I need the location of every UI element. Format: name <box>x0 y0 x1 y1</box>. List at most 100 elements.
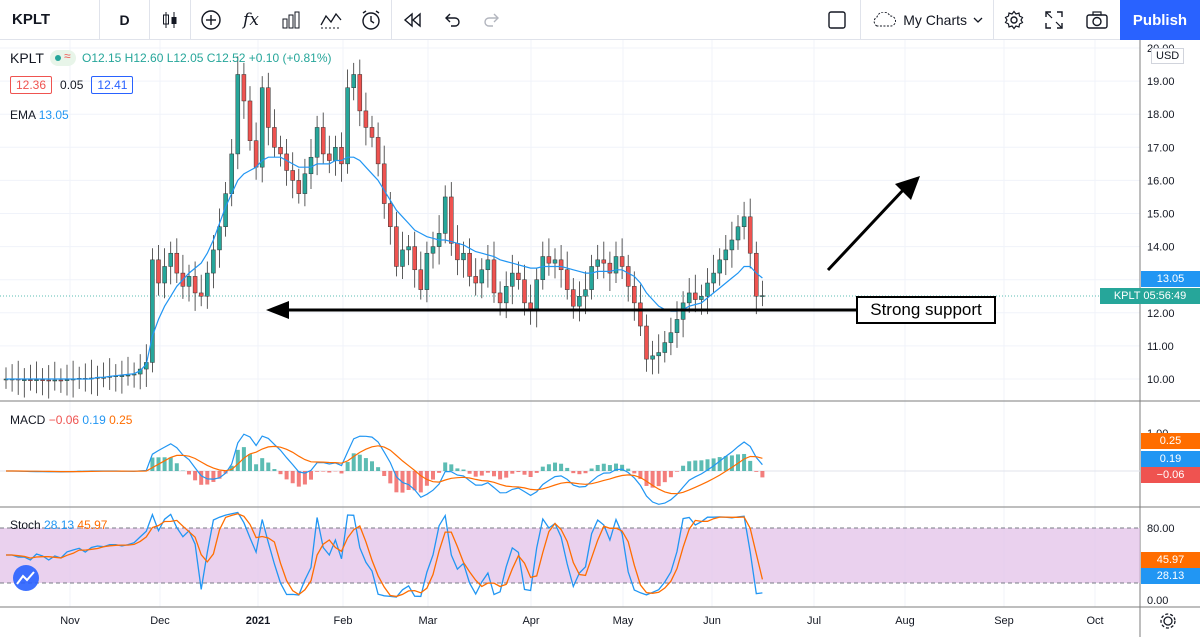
macd-bar <box>668 471 673 478</box>
candle-body <box>735 226 741 241</box>
price-tick: 17.00 <box>1147 142 1175 154</box>
macd-bar <box>485 471 490 473</box>
macd-bar <box>211 471 216 482</box>
candle-body <box>345 87 350 165</box>
chevron-down-icon <box>973 17 983 23</box>
time-tick: Feb <box>334 615 353 627</box>
macd-bar <box>662 471 667 483</box>
stoch-k-line <box>6 511 763 598</box>
price-tick: 15.00 <box>1147 209 1175 221</box>
settings-icon[interactable] <box>994 0 1034 40</box>
time-tick: Sep <box>994 615 1014 627</box>
layout-icon[interactable] <box>814 0 860 40</box>
macd-bar <box>760 471 765 478</box>
time-tick: Apr <box>522 615 539 627</box>
market-status-icon[interactable] <box>49 49 76 66</box>
macd-bar <box>601 463 606 471</box>
cloud-icon <box>873 12 897 27</box>
candle-body <box>369 127 375 138</box>
macd-bar <box>272 469 277 471</box>
candles-icon[interactable] <box>150 0 190 40</box>
candle-body <box>64 379 70 381</box>
time-tick: Aug <box>895 615 915 627</box>
price-tick: 14.00 <box>1147 242 1175 254</box>
candle-body <box>534 279 539 310</box>
bid-price[interactable]: 12.36 <box>10 76 53 94</box>
macd-bar <box>217 471 222 479</box>
stoch-d-value: 45.97 <box>77 518 108 532</box>
support-arrow-head <box>266 301 289 319</box>
candle-body <box>302 173 308 194</box>
macd-bar <box>266 462 271 471</box>
macd-bar <box>711 458 716 471</box>
macd-bar <box>199 471 204 485</box>
macd-legend[interactable]: MACD −0.06 0.19 0.25 <box>10 413 132 427</box>
candle-body <box>198 292 204 297</box>
undo-icon[interactable] <box>432 0 472 40</box>
candle-body <box>339 147 344 165</box>
candle-body <box>577 296 582 307</box>
chart-canvas[interactable]: 20.0019.0018.0017.0016.0015.0014.0013.00… <box>0 40 1200 637</box>
macd-bar <box>248 454 252 471</box>
candle-body <box>223 193 228 227</box>
candle-body <box>296 180 302 194</box>
macd-bar <box>559 463 564 471</box>
candle-body <box>595 259 600 267</box>
add-indicator-icon[interactable] <box>191 0 231 40</box>
time-tick: May <box>613 615 634 627</box>
compare-icon[interactable] <box>311 0 351 40</box>
macd-bar <box>260 458 265 471</box>
candle-body <box>760 295 765 297</box>
fx-icon[interactable]: fx <box>243 9 259 30</box>
candle-body <box>259 87 265 168</box>
candle-body <box>656 352 661 357</box>
bar-chart-icon[interactable] <box>271 0 311 40</box>
price-tick: 16.00 <box>1147 175 1175 187</box>
chart-settings-icon[interactable] <box>1160 613 1176 629</box>
candle-body <box>601 259 607 264</box>
symbol-search[interactable]: KPLT <box>0 0 100 40</box>
macd-bar <box>528 471 533 477</box>
macd-bar <box>193 471 198 481</box>
my-charts-button[interactable]: My Charts <box>860 0 994 40</box>
fullscreen-icon[interactable] <box>1034 0 1074 40</box>
macd-bar <box>729 455 734 471</box>
support-annotation[interactable]: Strong support <box>856 296 996 324</box>
tradingview-logo-icon <box>13 565 39 591</box>
candle-body <box>705 282 710 297</box>
legend-symbol[interactable]: KPLT <box>10 50 44 66</box>
stoch-k-axis-label: 28.13 <box>1141 568 1200 584</box>
macd-bar <box>675 471 679 472</box>
macd-bar <box>229 465 234 471</box>
candle-body <box>58 379 64 382</box>
candle-body <box>156 259 161 284</box>
candle-body <box>528 302 533 310</box>
currency-label[interactable]: USD <box>1151 48 1185 64</box>
macd-bar <box>754 471 759 472</box>
candle-body <box>650 355 655 360</box>
candle-body <box>375 137 381 165</box>
redo-icon[interactable] <box>472 0 512 40</box>
replay-icon[interactable] <box>392 0 432 40</box>
time-tick: Dec <box>150 615 170 627</box>
candle-body <box>668 332 674 343</box>
macd-bar <box>522 471 527 475</box>
candle-body <box>28 379 33 381</box>
macd-signal-value: 0.25 <box>109 413 133 427</box>
alert-clock-icon[interactable] <box>351 0 391 40</box>
candle-body <box>357 74 363 112</box>
ema-legend[interactable]: EMA 13.05 <box>10 108 69 122</box>
ask-price[interactable]: 12.41 <box>91 76 134 94</box>
macd-line-value: 0.19 <box>82 413 106 427</box>
macd-bar <box>650 471 655 488</box>
stoch-legend[interactable]: Stoch 28.13 45.97 <box>10 518 107 532</box>
macd-bar <box>638 471 643 479</box>
candle-body <box>150 259 155 363</box>
macd-bar <box>351 453 356 471</box>
macd-bar <box>424 471 429 486</box>
candle-body <box>406 246 411 251</box>
publish-button[interactable]: Publish <box>1120 0 1200 40</box>
interval-button[interactable]: D <box>100 0 150 40</box>
candle-body <box>22 379 27 381</box>
camera-icon[interactable] <box>1074 0 1120 40</box>
